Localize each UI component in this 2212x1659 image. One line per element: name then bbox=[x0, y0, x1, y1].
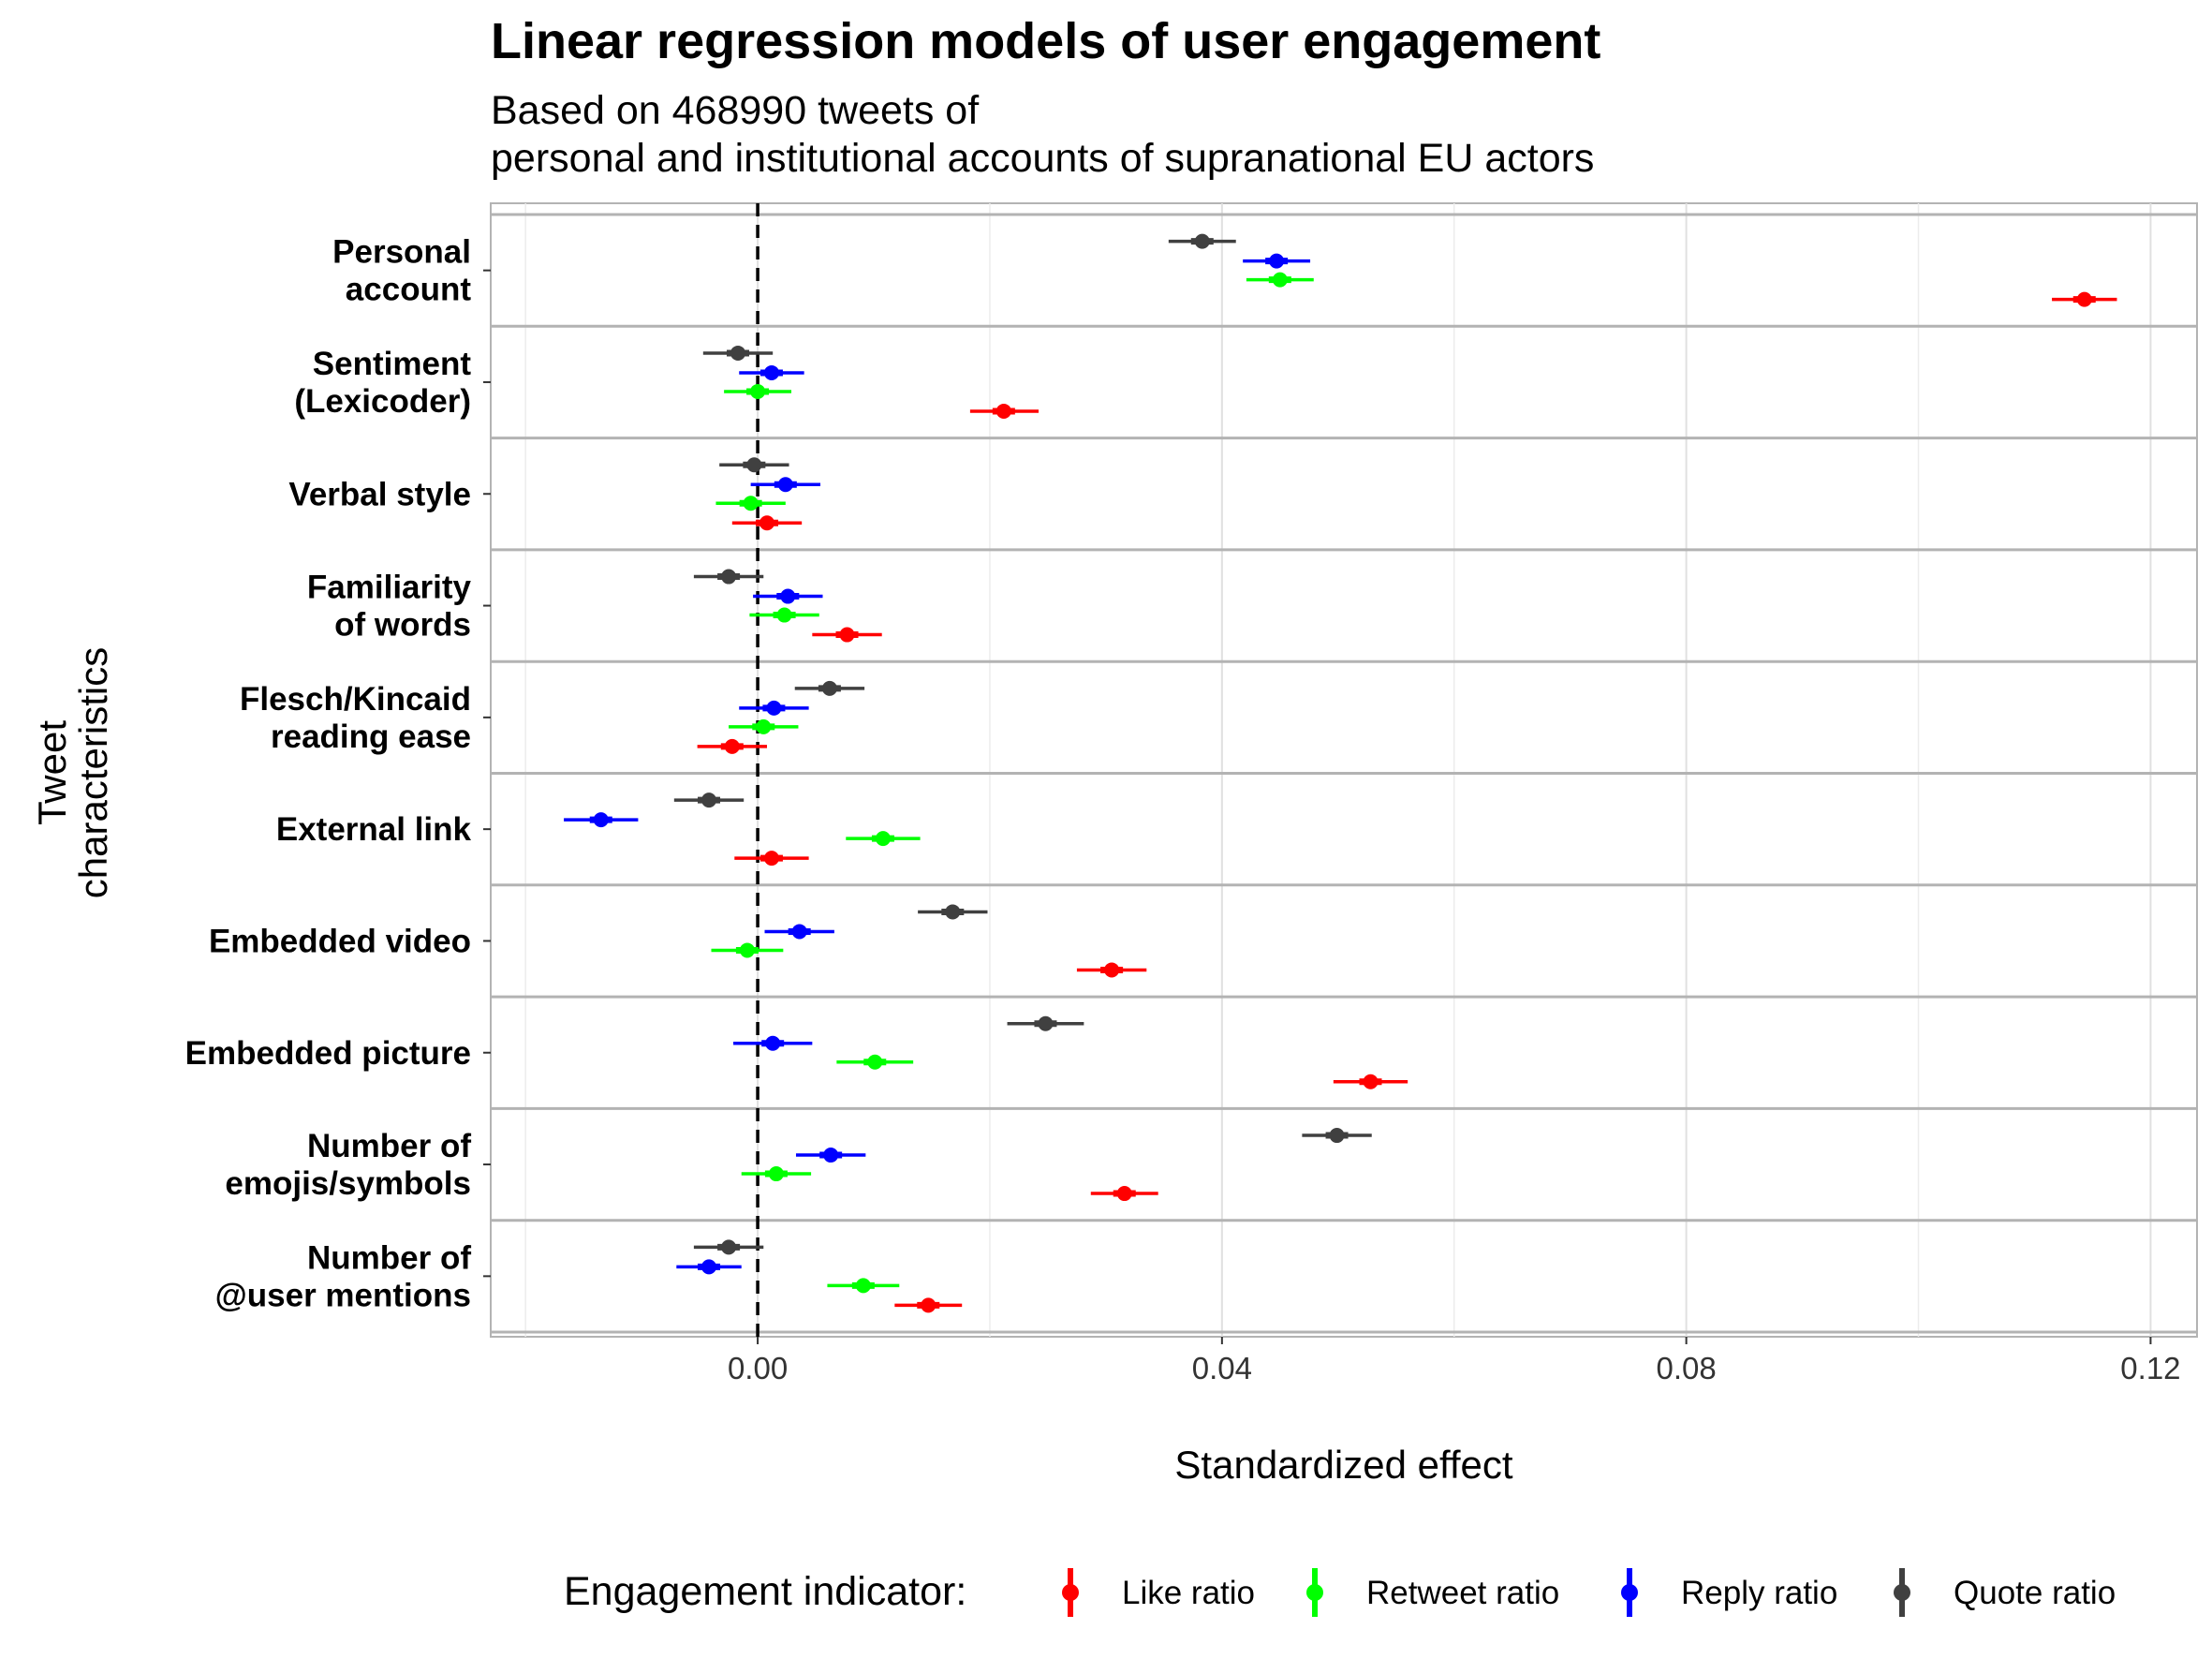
estimate-point bbox=[945, 904, 961, 920]
estimate-point bbox=[743, 496, 759, 511]
series-like-ratio bbox=[697, 291, 2117, 1313]
estimate-point bbox=[746, 457, 762, 473]
x-axis-label: Standardized effect bbox=[1174, 1443, 1512, 1487]
estimate-point bbox=[995, 403, 1011, 419]
legend-label: Quote ratio bbox=[1954, 1575, 2116, 1611]
estimate-point bbox=[1116, 1186, 1132, 1202]
estimate-point bbox=[839, 627, 855, 643]
estimate-point bbox=[875, 831, 891, 847]
estimate-point bbox=[823, 1148, 839, 1163]
estimate-point bbox=[765, 1035, 781, 1051]
category-label: Number of bbox=[307, 1239, 471, 1276]
legend-key-retweet-ratio: Retweet ratio bbox=[1306, 1568, 1559, 1617]
x-tick-label: 0.04 bbox=[1192, 1351, 1252, 1385]
x-tick-label: 0.00 bbox=[728, 1351, 788, 1385]
estimate-point bbox=[791, 924, 807, 940]
estimate-point bbox=[721, 1239, 737, 1255]
estimate-point bbox=[750, 383, 766, 399]
legend-label: Retweet ratio bbox=[1366, 1575, 1559, 1611]
estimate-point bbox=[763, 851, 779, 867]
estimate-point bbox=[1329, 1128, 1345, 1144]
estimate-point bbox=[1269, 253, 1285, 269]
legend-label: Reply ratio bbox=[1681, 1575, 1837, 1611]
legend-key-quote-ratio: Quote ratio bbox=[1894, 1568, 2116, 1617]
estimate-point bbox=[776, 607, 792, 623]
series-retweet-ratio bbox=[711, 272, 1314, 1294]
category-label: External link bbox=[276, 811, 472, 848]
chart-title: Linear regression models of user engagem… bbox=[491, 13, 1600, 69]
category-label: account bbox=[346, 272, 472, 308]
estimate-point bbox=[768, 1166, 784, 1182]
legend-key-point bbox=[1062, 1584, 1079, 1601]
category-label: emojis/symbols bbox=[225, 1165, 471, 1202]
estimate-point bbox=[777, 477, 793, 493]
estimate-point bbox=[2076, 291, 2092, 307]
category-label: @user mentions bbox=[215, 1277, 471, 1313]
category-label: (Lexicoder) bbox=[294, 383, 471, 420]
estimate-point bbox=[730, 345, 746, 361]
estimate-point bbox=[763, 364, 779, 380]
estimate-point bbox=[855, 1278, 871, 1294]
series-reply-ratio bbox=[564, 253, 1311, 1275]
estimate-point bbox=[867, 1054, 883, 1070]
x-tick-label: 0.12 bbox=[2120, 1351, 2180, 1385]
estimate-point bbox=[921, 1297, 936, 1313]
estimate-point bbox=[1104, 962, 1120, 978]
category-label: Embedded picture bbox=[185, 1035, 471, 1072]
legend-label: Like ratio bbox=[1122, 1575, 1255, 1611]
estimate-point bbox=[821, 680, 837, 696]
x-tick-label: 0.08 bbox=[1657, 1351, 1717, 1385]
estimate-point bbox=[721, 569, 737, 585]
y-axis-label-line-1: Tweet bbox=[30, 720, 74, 825]
y-axis-label: Tweet characteristics bbox=[30, 647, 115, 898]
legend-key-point bbox=[1621, 1584, 1638, 1601]
category-label: Embedded video bbox=[209, 923, 471, 959]
category-label: Personal bbox=[332, 234, 471, 271]
estimate-point bbox=[1194, 233, 1210, 249]
category-label: reading ease bbox=[271, 718, 471, 755]
category-label: Familiarity bbox=[307, 570, 472, 606]
category-label: Sentiment bbox=[313, 346, 472, 382]
legend-key-point bbox=[1306, 1584, 1323, 1601]
legend-key-like-ratio: Like ratio bbox=[1062, 1568, 1255, 1617]
estimate-point bbox=[780, 588, 796, 604]
chart-subtitle-line-2: personal and institutional accounts of s… bbox=[491, 136, 1594, 181]
category-label: of words bbox=[334, 607, 471, 644]
estimate-point bbox=[593, 812, 609, 828]
category-label: Flesch/Kincaid bbox=[240, 681, 471, 718]
legend-key-point bbox=[1894, 1584, 1910, 1601]
category-label: Verbal style bbox=[288, 476, 471, 512]
estimate-point bbox=[766, 700, 782, 716]
legend-title: Engagement indicator: bbox=[564, 1569, 966, 1614]
estimate-point bbox=[759, 515, 774, 531]
estimate-point bbox=[1363, 1074, 1379, 1089]
legend: Engagement indicator: Like ratio Retweet … bbox=[564, 1568, 2116, 1617]
estimate-point bbox=[739, 942, 755, 958]
estimate-point bbox=[724, 738, 740, 754]
legend-key-reply-ratio: Reply ratio bbox=[1621, 1568, 1837, 1617]
category-label: Number of bbox=[307, 1128, 471, 1164]
chart-subtitle-line-1: Based on 468990 tweets of bbox=[491, 88, 980, 133]
estimate-point bbox=[1038, 1015, 1054, 1031]
estimate-point bbox=[1272, 272, 1288, 288]
estimate-point bbox=[701, 1259, 717, 1275]
series-quote-ratio bbox=[673, 233, 1372, 1255]
estimate-point bbox=[701, 792, 717, 808]
estimate-point bbox=[756, 718, 772, 734]
y-axis-label-line-2: characteristics bbox=[71, 647, 115, 898]
